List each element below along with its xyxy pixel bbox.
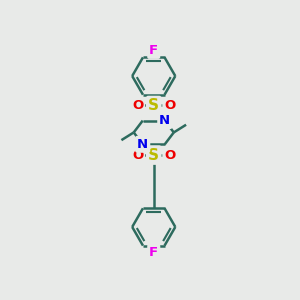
Text: N: N — [159, 114, 170, 127]
Text: F: F — [149, 44, 158, 57]
Text: S: S — [148, 98, 159, 113]
Text: O: O — [132, 99, 143, 112]
Text: O: O — [164, 148, 175, 162]
Text: S: S — [148, 148, 159, 163]
Text: O: O — [164, 99, 175, 112]
Text: F: F — [149, 246, 158, 259]
Text: N: N — [137, 138, 148, 151]
Text: O: O — [132, 148, 143, 162]
